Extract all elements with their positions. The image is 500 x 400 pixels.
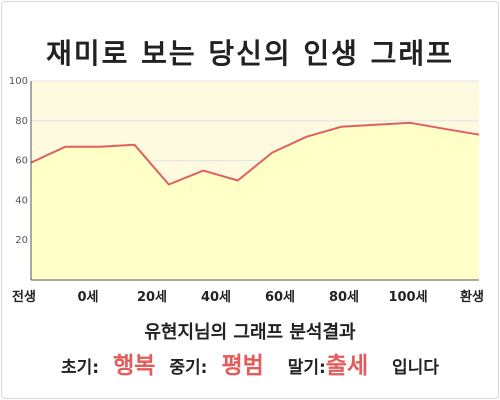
x-tick-label: 전생	[12, 289, 36, 305]
analysis-result: 초기: 행복 중기: 평범 말기:출세 입니다	[0, 346, 500, 380]
x-tick-label: 80세	[329, 290, 359, 305]
x-tick-label: 0세	[77, 290, 98, 305]
x-tick-label: 40세	[201, 290, 231, 305]
y-tick-label: 20	[15, 235, 28, 246]
x-tick-label: 20세	[137, 290, 167, 305]
middle-label: 중기:	[169, 358, 208, 378]
x-tick-label: 환생	[460, 289, 484, 305]
y-tick-label: 60	[15, 156, 28, 167]
page-title: 재미로 보는 당신의 인생 그래프	[46, 37, 454, 70]
early-label: 초기:	[61, 358, 100, 378]
middle-value: 평범	[221, 353, 264, 379]
late-value: 출세	[325, 353, 369, 379]
series-line	[30, 121, 480, 186]
x-tick-label: 100세	[388, 290, 427, 305]
series-area	[31, 122, 479, 280]
late-label: 말기:	[287, 358, 326, 378]
result-tail: 입니다	[392, 358, 439, 378]
early-value: 행복	[113, 353, 156, 379]
analysis-heading: 유현지님의 그래프 분석결과	[144, 322, 356, 343]
x-tick-label: 60세	[265, 290, 295, 305]
y-tick-label: 80	[15, 116, 28, 127]
y-tick-label: 100	[9, 76, 28, 87]
y-tick-label: 40	[15, 195, 28, 206]
